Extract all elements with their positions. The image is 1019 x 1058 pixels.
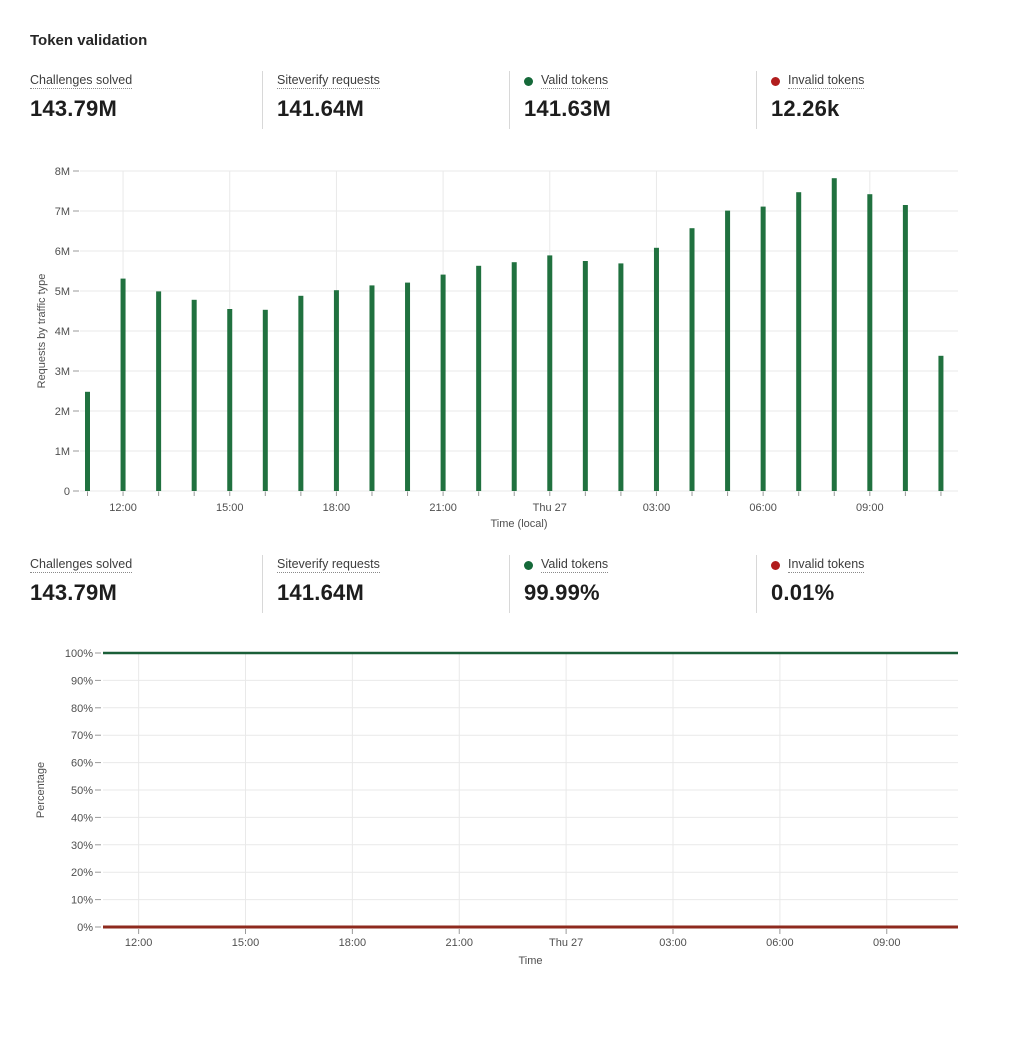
page-title: Token validation	[30, 32, 148, 49]
y-tick-label: 80%	[71, 703, 93, 715]
bar[interactable]	[227, 309, 233, 491]
y-tick-label: 5M	[55, 286, 70, 298]
x-tick-label: 15:00	[232, 937, 260, 949]
bar[interactable]	[582, 261, 588, 491]
x-tick-label: 06:00	[766, 937, 794, 949]
bar[interactable]	[440, 274, 446, 491]
x-tick-label: 15:00	[216, 502, 244, 514]
x-tick-label: Thu 27	[549, 937, 583, 949]
stat-value-siteverify-requests: 141.64M	[277, 96, 365, 121]
x-tick-label: 18:00	[323, 502, 351, 514]
y-tick-label: 60%	[71, 758, 93, 770]
stat-value-challenges-solved: 143.79M	[30, 96, 118, 121]
stat-siteverify-requests: Siteverify requests 141.64M	[262, 71, 509, 129]
stat-value-siteverify-requests: 141.64M	[277, 580, 365, 605]
bar[interactable]	[156, 291, 162, 491]
x-tick-label: 21:00	[445, 937, 473, 949]
token-validation-panel: Token validation Challenges solved 143.7…	[0, 32, 1019, 969]
invalid-tokens-dot-icon	[771, 560, 780, 570]
stat-label-siteverify-requests[interactable]: Siteverify requests	[277, 73, 380, 89]
y-axis-title: Percentage	[35, 762, 47, 818]
bar[interactable]	[867, 194, 873, 491]
stat-valid-tokens-pct: Valid tokens 99.99%	[509, 555, 756, 613]
bar[interactable]	[511, 262, 517, 491]
stat-value-valid-tokens-pct: 99.99%	[524, 580, 600, 605]
valid-tokens-dot-icon	[524, 560, 533, 570]
y-tick-label: 7M	[55, 206, 70, 218]
x-tick-label: 21:00	[429, 502, 457, 514]
stat-label-valid-tokens[interactable]: Valid tokens	[541, 557, 609, 573]
y-tick-label: 40%	[71, 812, 93, 824]
invalid-tokens-dot-icon	[771, 76, 780, 86]
x-tick-label: 09:00	[856, 502, 884, 514]
x-tick-label: 18:00	[339, 937, 367, 949]
stat-label-siteverify-requests[interactable]: Siteverify requests	[277, 557, 380, 573]
stat-label-challenges-solved[interactable]: Challenges solved	[30, 557, 133, 573]
bar[interactable]	[369, 285, 375, 491]
y-tick-label: 0	[64, 486, 70, 498]
stat-valid-tokens: Valid tokens 141.63M	[509, 71, 756, 129]
bar[interactable]	[760, 206, 766, 491]
bar[interactable]	[85, 391, 90, 491]
y-tick-label: 50%	[71, 785, 93, 797]
y-tick-label: 6M	[55, 246, 70, 258]
y-tick-label: 1M	[55, 446, 70, 458]
x-tick-label: Thu 27	[533, 502, 567, 514]
stat-value-challenges-solved: 143.79M	[30, 580, 118, 605]
bar[interactable]	[405, 282, 411, 491]
y-tick-label: 8M	[55, 166, 70, 178]
bar[interactable]	[831, 178, 837, 491]
stat-invalid-tokens-pct: Invalid tokens 0.01%	[756, 555, 1019, 613]
stat-label-invalid-tokens[interactable]: Invalid tokens	[788, 73, 865, 89]
y-axis-title: Requests by traffic type	[36, 274, 48, 389]
bar[interactable]	[333, 290, 339, 491]
y-tick-label: 100%	[65, 648, 93, 660]
stat-value-invalid-tokens-pct: 0.01%	[771, 580, 835, 605]
bar[interactable]	[547, 255, 553, 491]
bar[interactable]	[689, 228, 695, 491]
stats-row-bottom: Challenges solved 143.79M Siteverify req…	[0, 555, 1019, 613]
y-tick-label: 30%	[71, 840, 93, 852]
y-tick-label: 70%	[71, 730, 93, 742]
x-axis-title: Time	[518, 955, 542, 967]
bar[interactable]	[191, 299, 197, 491]
stat-label-valid-tokens[interactable]: Valid tokens	[541, 73, 609, 89]
stats-row-top: Challenges solved 143.79M Siteverify req…	[0, 71, 1019, 129]
x-tick-label: 03:00	[643, 502, 671, 514]
stat-value-invalid-tokens: 12.26k	[771, 96, 840, 121]
y-tick-label: 0%	[77, 922, 93, 934]
stat-label-invalid-tokens[interactable]: Invalid tokens	[788, 557, 865, 573]
percentage-line-chart[interactable]: 0% 10% 20% 30% 40% 50% 60% 70% 80% 90% 100% 12:00 15…	[0, 624, 1019, 969]
x-tick-label: 12:00	[125, 937, 153, 949]
x-tick-label: 12:00	[109, 502, 137, 514]
stat-invalid-tokens: Invalid tokens 12.26k	[756, 71, 1019, 129]
x-tick-label: 09:00	[873, 937, 901, 949]
bar[interactable]	[725, 210, 731, 491]
stat-value-valid-tokens: 141.63M	[524, 96, 612, 121]
x-tick-label: 03:00	[659, 937, 687, 949]
y-tick-label: 90%	[71, 675, 93, 687]
bar[interactable]	[902, 205, 908, 491]
y-tick-label: 10%	[71, 895, 93, 907]
requests-by-traffic-type-bar-chart[interactable]: 0 1M 2M 3M 4M 5M 6M 7M 8M 12:00 15:00 18:00 21:00 Thu…	[0, 146, 1019, 534]
bar[interactable]	[262, 309, 268, 491]
stat-challenges-solved: Challenges solved 143.79M	[0, 555, 262, 613]
y-tick-label: 20%	[71, 867, 93, 879]
stat-challenges-solved: Challenges solved 143.79M	[0, 71, 262, 129]
bar[interactable]	[618, 263, 624, 491]
x-tick-label: 06:00	[749, 502, 777, 514]
y-tick-label: 3M	[55, 366, 70, 378]
bar[interactable]	[476, 265, 482, 491]
y-tick-label: 2M	[55, 406, 70, 418]
y-tick-label: 4M	[55, 326, 70, 338]
stat-siteverify-requests: Siteverify requests 141.64M	[262, 555, 509, 613]
bar[interactable]	[653, 247, 659, 491]
valid-tokens-dot-icon	[524, 76, 533, 86]
bar[interactable]	[298, 295, 304, 491]
bar[interactable]	[796, 192, 802, 491]
bar[interactable]	[120, 278, 126, 491]
x-axis-title: Time (local)	[490, 518, 547, 530]
stat-label-challenges-solved[interactable]: Challenges solved	[30, 73, 133, 89]
bar[interactable]	[938, 355, 944, 491]
